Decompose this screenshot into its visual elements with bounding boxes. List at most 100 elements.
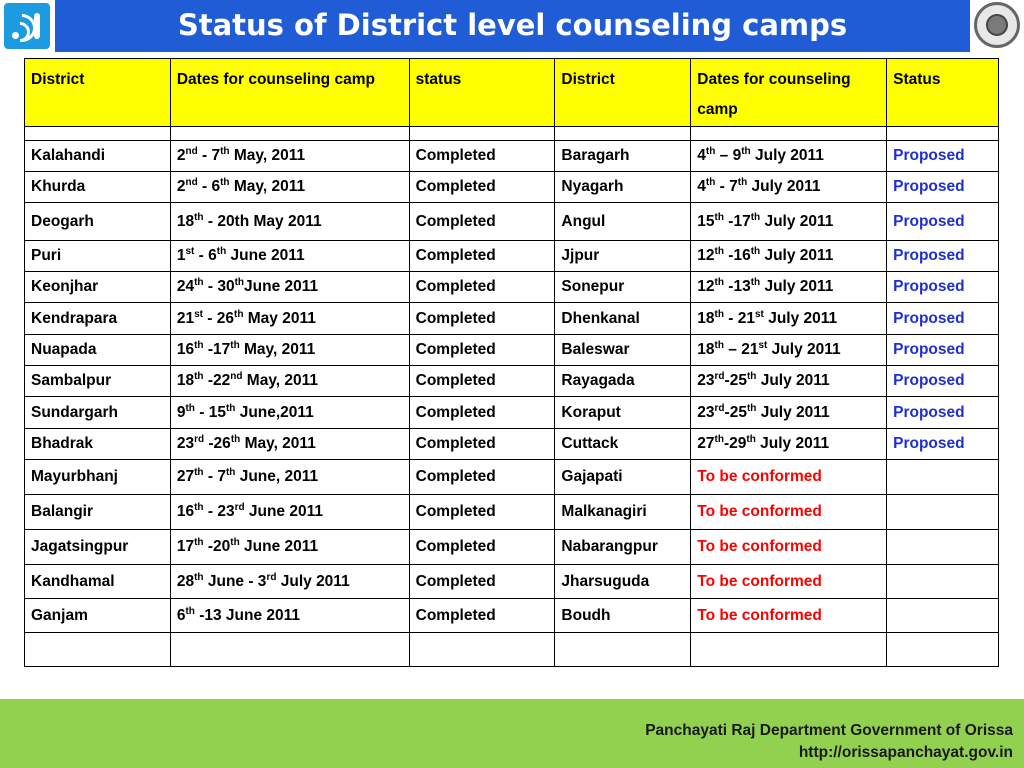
column-header: status [408, 58, 556, 127]
district-cell: Bhadrak [24, 428, 171, 460]
footer-department: Panchayati Raj Department Government of … [645, 722, 1013, 739]
date-cell: To be conformed [690, 564, 888, 599]
district-cell: Khurda [24, 171, 171, 203]
date-cell: 17th -20th June 2011 [169, 529, 410, 565]
status-cell: Completed [408, 334, 556, 366]
table-row: Sambalpur 18th -22nd May, 2011 Completed Ra… [24, 365, 999, 397]
district-cell: Puri [24, 240, 171, 272]
district-cell: Gajapati [554, 459, 692, 495]
status-cell [886, 529, 999, 565]
emblem-icon [974, 2, 1020, 48]
table-row: Mayurbhanj 27th - 7th June, 2011 Completed… [24, 459, 999, 495]
district-cell: Dhenkanal [554, 302, 692, 335]
footer-url: http://orissapanchayat.gov.in [798, 744, 1013, 761]
date-cell: 9th - 15th June,2011 [169, 396, 410, 429]
status-cell: Completed [408, 564, 556, 599]
table-row: Deogarh 18th - 20th May 2011 Completed Angu… [24, 202, 999, 241]
date-cell: 27th - 7th June, 2011 [169, 459, 410, 495]
status-cell: Completed [408, 365, 556, 397]
date-cell: 18th -22nd May, 2011 [169, 365, 410, 397]
status-cell: Completed [408, 428, 556, 460]
footer: Panchayati Raj Department Government of … [0, 699, 1024, 768]
date-cell: 18th – 21st July 2011 [690, 334, 888, 366]
table-row: Kalahandi 2nd - 7th May, 2011 Completed Bar… [24, 140, 999, 172]
date-cell: 2nd - 7th May, 2011 [169, 140, 410, 172]
date-cell: 12th -16th July 2011 [690, 240, 888, 272]
column-header: District [554, 58, 692, 127]
status-cell [886, 598, 999, 633]
title-bar: Status of District level counseling camp… [55, 0, 970, 52]
district-cell: Rayagada [554, 365, 692, 397]
district-cell: Mayurbhanj [24, 459, 171, 495]
table-row: Kendrapara 21st - 26th May 2011 Completed D… [24, 302, 999, 335]
date-cell: 16th -17th May, 2011 [169, 334, 410, 366]
table-row: Keonjhar 24th - 30thJune 2011 Completed Son… [24, 271, 999, 303]
district-cell: Jharsuguda [554, 564, 692, 599]
table-row: Ganjam 6th -13 June 2011 Completed Boudh To … [24, 598, 999, 633]
status-cell: Proposed [886, 140, 999, 172]
date-cell: 27th-29th July 2011 [690, 428, 888, 460]
status-cell: Proposed [886, 396, 999, 429]
district-cell: Jagatsingpur [24, 529, 171, 565]
date-cell: 23rd-25th July 2011 [690, 365, 888, 397]
empty-row [24, 632, 999, 667]
date-cell: 4th – 9th July 2011 [690, 140, 888, 172]
district-cell: Baragarh [554, 140, 692, 172]
district-cell: Sambalpur [24, 365, 171, 397]
status-cell: Completed [408, 171, 556, 203]
table-row: Bhadrak 23rd -26th May, 2011 Completed Cutt… [24, 428, 999, 460]
spacer-row [24, 126, 999, 141]
district-cell: Jjpur [554, 240, 692, 272]
status-cell: Completed [408, 140, 556, 172]
district-cell: Nuapada [24, 334, 171, 366]
table-header-row: District Dates for counseling camp statu… [24, 58, 999, 127]
status-cell: Completed [408, 459, 556, 495]
camp-status-table: District Dates for counseling camp statu… [24, 58, 999, 667]
status-cell: Proposed [886, 365, 999, 397]
district-cell: Malkanagiri [554, 494, 692, 530]
date-cell: 18th - 21st July 2011 [690, 302, 888, 335]
status-cell: Completed [408, 529, 556, 565]
date-cell: To be conformed [690, 598, 888, 633]
table-row: Kandhamal 28th June - 3rd July 2011 Comple… [24, 564, 999, 599]
status-cell [886, 494, 999, 530]
status-cell: Completed [408, 302, 556, 335]
status-cell: Completed [408, 494, 556, 530]
date-cell: 23rd -26th May, 2011 [169, 428, 410, 460]
date-cell: 2nd - 6th May, 2011 [169, 171, 410, 203]
date-cell: 15th -17th July 2011 [690, 202, 888, 241]
table-row: Balangir 16th - 23rd June 2011 Completed Ma… [24, 494, 999, 530]
district-cell: Nabarangpur [554, 529, 692, 565]
district-cell: Cuttack [554, 428, 692, 460]
table-row: Sundargarh 9th - 15th June,2011 Completed K… [24, 396, 999, 429]
date-cell: 23rd-25th July 2011 [690, 396, 888, 429]
column-header: Dates for counseling camp [169, 58, 410, 127]
district-cell: Keonjhar [24, 271, 171, 303]
district-cell: Angul [554, 202, 692, 241]
status-cell: Proposed [886, 271, 999, 303]
date-cell: 12th -13th July 2011 [690, 271, 888, 303]
date-cell: 1st - 6th June 2011 [169, 240, 410, 272]
status-cell: Completed [408, 202, 556, 241]
date-cell: 24th - 30thJune 2011 [169, 271, 410, 303]
date-cell: 28th June - 3rd July 2011 [169, 564, 410, 599]
date-cell: To be conformed [690, 494, 888, 530]
status-cell: Completed [408, 598, 556, 633]
column-header: Status [886, 58, 999, 127]
table-row: Khurda 2nd - 6th May, 2011 Completed Nyagar… [24, 171, 999, 203]
status-cell: Proposed [886, 334, 999, 366]
district-cell: Sonepur [554, 271, 692, 303]
status-cell: Completed [408, 240, 556, 272]
district-cell: Kandhamal [24, 564, 171, 599]
date-cell: 18th - 20th May 2011 [169, 202, 410, 241]
date-cell: 6th -13 June 2011 [169, 598, 410, 633]
status-cell [886, 564, 999, 599]
district-cell: Koraput [554, 396, 692, 429]
status-cell: Proposed [886, 302, 999, 335]
district-cell: Ganjam [24, 598, 171, 633]
district-cell: Sundargarh [24, 396, 171, 429]
date-cell: To be conformed [690, 459, 888, 495]
status-cell: Proposed [886, 202, 999, 241]
date-cell: 21st - 26th May 2011 [169, 302, 410, 335]
table-row: Puri 1st - 6th June 2011 Completed Jjpur 12t… [24, 240, 999, 272]
